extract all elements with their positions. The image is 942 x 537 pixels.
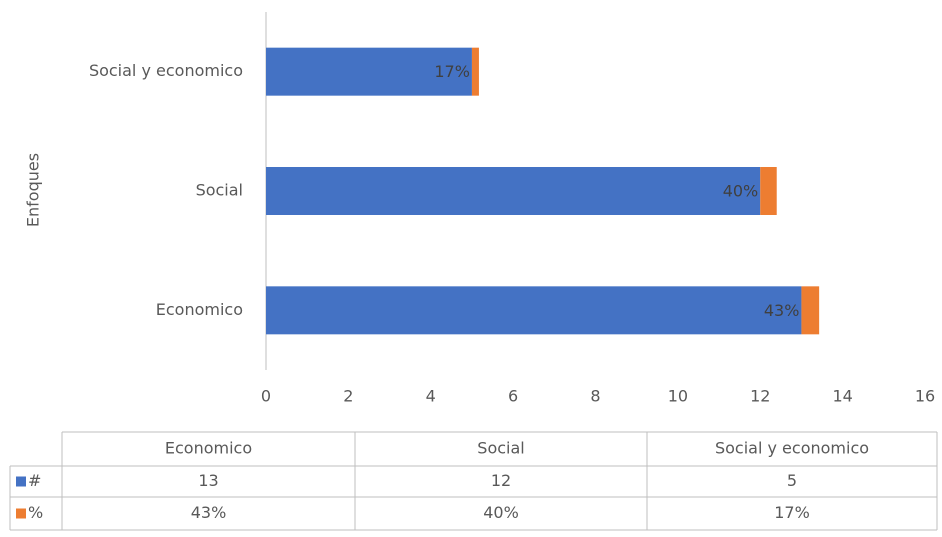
- x-tick-label: 8: [590, 387, 600, 406]
- table-cell: 13: [198, 471, 218, 490]
- table-cell: 43%: [191, 503, 227, 522]
- legend-swatch: [16, 476, 26, 487]
- table-header: Social: [477, 439, 524, 458]
- x-tick-label: 16: [915, 387, 935, 406]
- bar-segment: [266, 167, 761, 215]
- data-label: 43%: [764, 301, 800, 320]
- table-cell: 17%: [774, 503, 810, 522]
- bar-segment: [471, 47, 479, 96]
- table-cell: 40%: [483, 503, 519, 522]
- y-axis-label: Enfoques: [24, 153, 43, 227]
- legend-swatch: [16, 508, 26, 519]
- bar-segment: [801, 286, 820, 335]
- x-tick-label: 6: [508, 387, 518, 406]
- data-label: 40%: [723, 182, 759, 201]
- x-tick-label: 0: [261, 387, 271, 406]
- legend-label: %: [28, 503, 43, 522]
- table-cell: 5: [787, 471, 797, 490]
- x-tick-label: 2: [343, 387, 353, 406]
- bar-segment: [760, 167, 777, 215]
- table-header: Economico: [165, 439, 252, 458]
- x-tick-label: 14: [832, 387, 852, 406]
- data-label: 17%: [434, 62, 470, 81]
- table-header: Social y economico: [715, 439, 869, 458]
- y-tick-label: Social y economico: [89, 61, 243, 80]
- bar-segment: [266, 47, 472, 96]
- y-tick-label: Economico: [156, 300, 243, 319]
- y-tick-label: Social: [196, 181, 243, 200]
- legend-label: #: [28, 471, 41, 490]
- x-tick-label: 4: [426, 387, 436, 406]
- x-tick-label: 10: [668, 387, 688, 406]
- table-cell: 12: [491, 471, 511, 490]
- x-tick-label: 12: [750, 387, 770, 406]
- bar-segment: [266, 286, 802, 335]
